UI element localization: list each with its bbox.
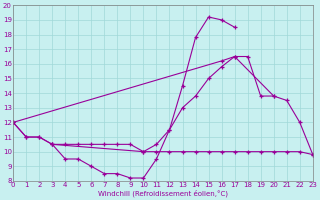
X-axis label: Windchill (Refroidissement éolien,°C): Windchill (Refroidissement éolien,°C) (98, 190, 228, 197)
